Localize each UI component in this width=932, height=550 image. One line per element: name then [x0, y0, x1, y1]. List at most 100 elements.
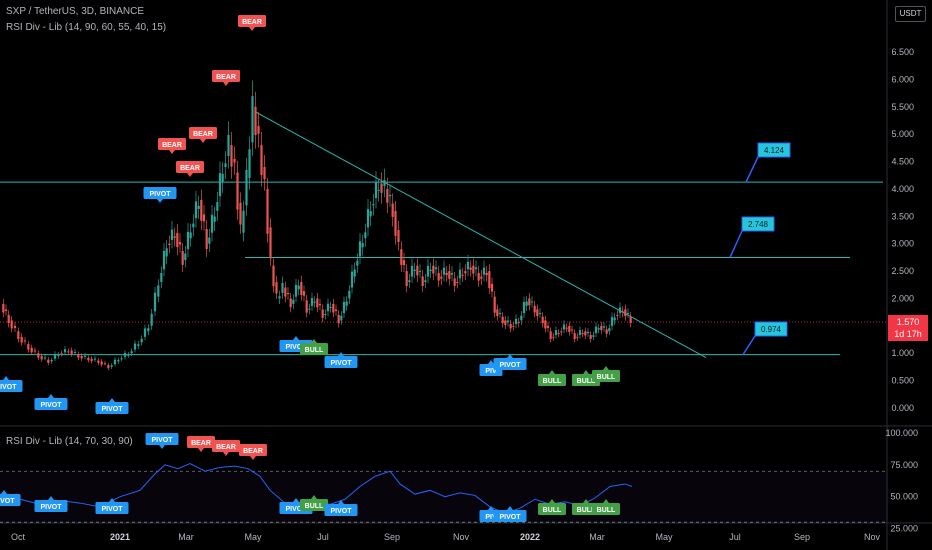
candle-body — [2, 303, 5, 313]
candle-body — [498, 312, 502, 314]
candle-body — [525, 301, 528, 306]
level-callout-box[interactable] — [754, 321, 788, 337]
candle-body — [416, 265, 419, 276]
current-price-value: 1.570 — [897, 317, 920, 327]
rsi-pivot-tag-pointer — [1, 490, 7, 494]
candle-body — [517, 322, 520, 324]
pivot-signal-tag-label: PIVOT — [330, 360, 352, 367]
pivot-signal-tag — [324, 356, 358, 368]
bull-signal-tag-label: BULL — [597, 374, 616, 381]
candle-body — [493, 296, 496, 313]
level-callout-box[interactable] — [741, 216, 775, 232]
candle-body — [350, 271, 354, 288]
candle-body — [103, 363, 107, 365]
candle-body — [408, 280, 411, 283]
candle-body — [57, 354, 60, 356]
rsi-bear-tag — [187, 436, 215, 448]
rsi-axis-tick: 75.000 — [890, 460, 918, 470]
rsi-pivot-tag-pointer — [338, 500, 344, 504]
pivot-signal-tag — [95, 402, 129, 414]
rsi-bear-tag-pointer — [223, 452, 229, 456]
candle-body — [93, 358, 97, 360]
rsi-bear-tag — [239, 444, 267, 456]
price-axis-tick: 3.000 — [891, 239, 914, 249]
rsi-bull-tag-label: BULL — [577, 507, 596, 514]
candle-body — [557, 333, 560, 335]
candle-body — [560, 331, 563, 333]
time-axis-label: Sep — [794, 532, 810, 542]
rsi-bull-tag — [300, 499, 328, 511]
candle-body — [466, 261, 470, 270]
candle-body — [305, 300, 308, 313]
candle-body — [374, 182, 378, 199]
pivot-signal-tag-label: PIVOT — [101, 406, 123, 413]
candle-body — [576, 336, 579, 338]
candle-body — [380, 183, 383, 193]
candle-body — [176, 232, 179, 248]
candle-body — [10, 320, 13, 329]
candle-body — [453, 278, 456, 286]
time-axis-label: May — [244, 532, 262, 542]
level-callout-box[interactable] — [757, 142, 791, 158]
candle-body — [624, 309, 627, 317]
candle-body — [621, 311, 624, 313]
candle-body — [165, 248, 168, 257]
pivot-signal-tag-pointer — [3, 376, 9, 380]
candle-body — [340, 315, 343, 321]
candle-body — [213, 216, 216, 222]
candle-body — [383, 180, 386, 187]
candle-body — [337, 314, 340, 324]
candle-body — [549, 331, 552, 340]
bear-signal-tag-label: BEAR — [216, 74, 236, 81]
candle-body — [477, 272, 480, 281]
candle-body — [150, 313, 153, 326]
candle-body — [236, 172, 239, 210]
candle-body — [616, 314, 619, 316]
candle-body — [321, 309, 324, 318]
candle-body — [565, 327, 568, 329]
candle-body — [501, 316, 504, 324]
descending-trendline[interactable] — [255, 111, 707, 359]
candle-body — [613, 317, 616, 321]
candle-body — [192, 223, 195, 228]
bear-signal-tag — [189, 127, 217, 139]
candle-body — [618, 307, 622, 314]
candle-body — [536, 309, 539, 317]
bear-signal-tag-pointer — [169, 150, 175, 154]
candle-body — [440, 276, 443, 279]
candle-body — [450, 273, 454, 275]
candle-body — [113, 359, 117, 365]
candle-body — [23, 340, 27, 342]
candle-body — [570, 329, 574, 331]
price-axis-tick: 5.000 — [891, 129, 914, 139]
rsi-pivot-tag-pointer — [507, 506, 513, 510]
rsi-pivot-tag — [0, 494, 21, 506]
rsi-indicator-legend[interactable]: RSI Div - Lib (14, 70, 30, 90) — [6, 436, 133, 447]
symbol-title[interactable]: SXP / TetherUS, 3D, BINANCE — [6, 6, 145, 17]
rsi-bear-tag-pointer — [250, 456, 256, 460]
candle-body — [210, 214, 214, 233]
bull-signal-tag-pointer — [603, 366, 609, 370]
candle-body — [140, 338, 143, 343]
candle-countdown: 1d 17h — [894, 329, 922, 339]
candle-body — [324, 314, 327, 316]
candle-body — [600, 325, 603, 331]
price-axis-tick: 2.000 — [891, 293, 914, 303]
candle-body — [153, 292, 157, 312]
level-callout-pointer — [745, 156, 759, 183]
candle-body — [366, 209, 370, 228]
candle-body — [272, 265, 275, 287]
candle-body — [445, 272, 448, 276]
bear-signal-tag-label: BEAR — [193, 131, 213, 138]
candle-body — [120, 358, 123, 360]
pivot-signal-tag-pointer — [109, 398, 115, 402]
price-axis-tick: 1.000 — [891, 348, 914, 358]
candle-body — [496, 309, 499, 317]
currency-badge[interactable]: USDT — [895, 6, 926, 22]
candle-body — [90, 358, 93, 362]
candle-body — [608, 328, 611, 332]
candle-body — [413, 269, 416, 272]
indicator-legend[interactable]: RSI Div - Lib (14, 90, 60, 55, 40, 15) — [6, 22, 167, 33]
candle-body — [83, 355, 87, 357]
